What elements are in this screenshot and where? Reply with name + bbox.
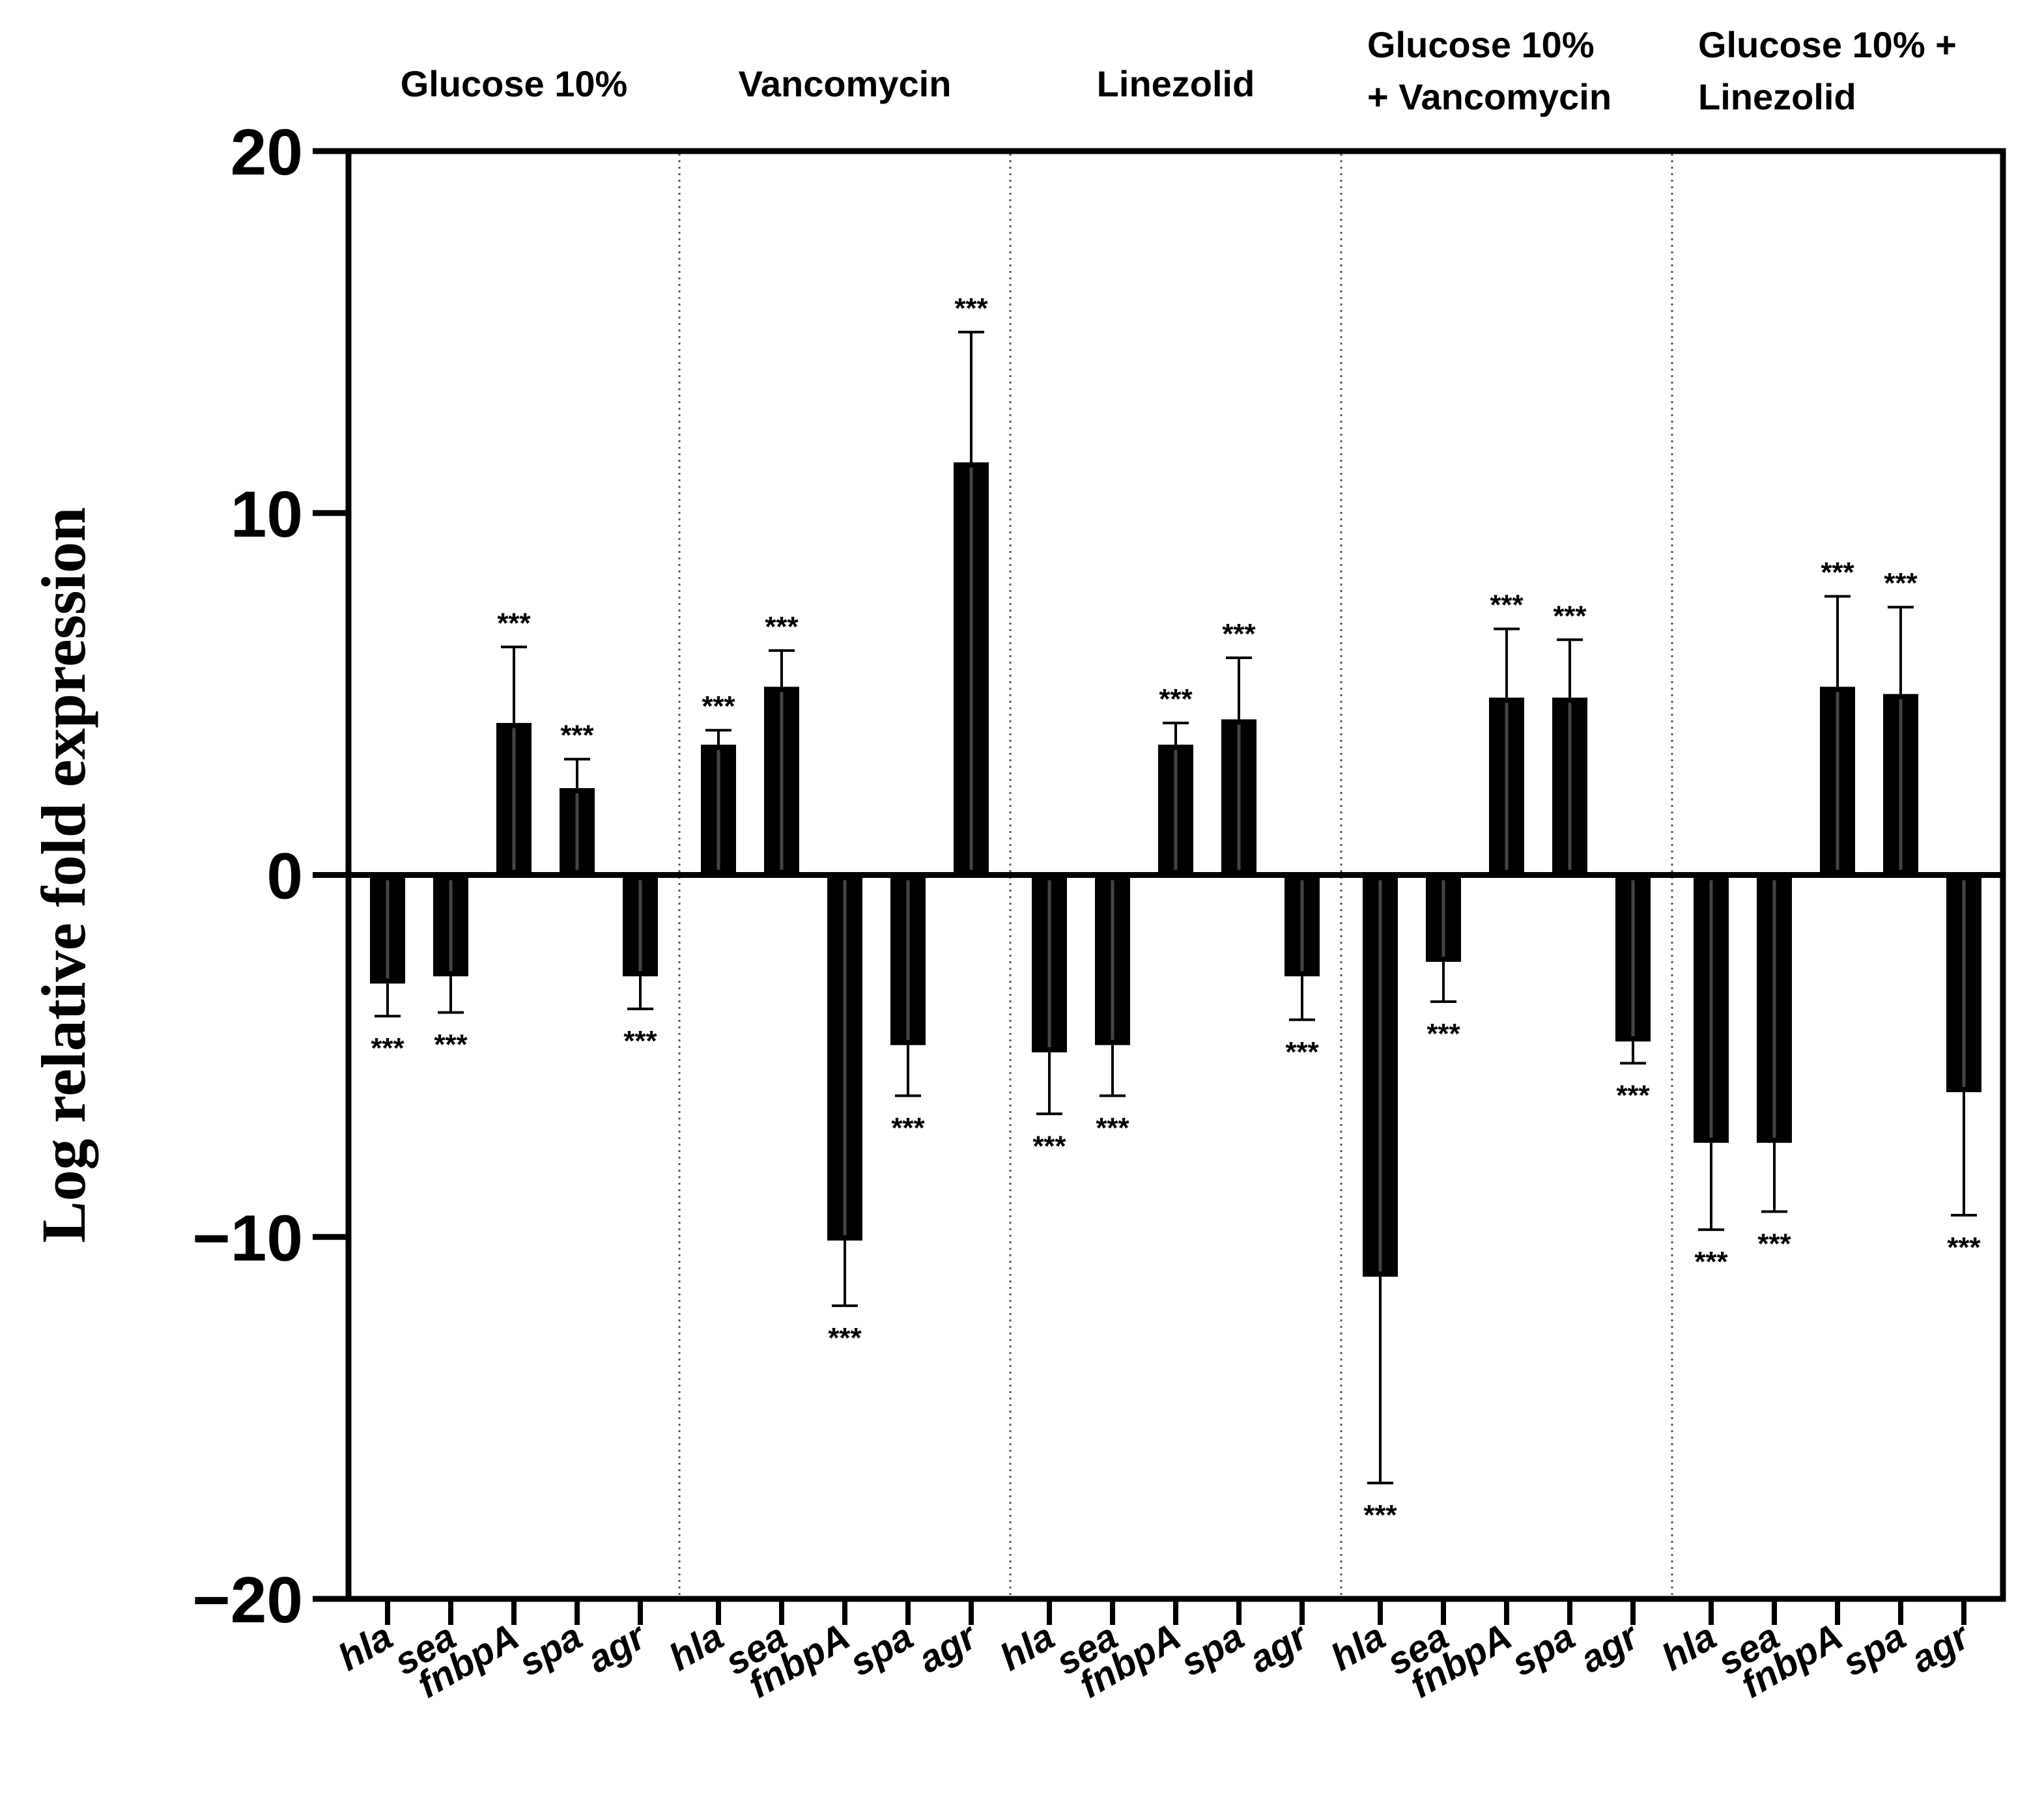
- category-label: spa: [1504, 1615, 1582, 1684]
- significance-label: ***: [765, 611, 799, 643]
- significance-label: ***: [1427, 1018, 1460, 1050]
- category-label: agr: [580, 1614, 655, 1681]
- bars: [370, 330, 1981, 1485]
- significance-label: ***: [623, 1025, 657, 1057]
- significance-label: ***: [891, 1112, 925, 1144]
- y-tick-label: 10: [231, 478, 303, 551]
- significance-label: ***: [1222, 618, 1256, 650]
- significance-label: ***: [1363, 1499, 1397, 1531]
- category-label: agr: [1904, 1614, 1978, 1681]
- significance-label: ***: [1821, 557, 1854, 589]
- group-title: Glucose 10% +: [1698, 24, 1957, 65]
- significance-label: ***: [371, 1032, 405, 1064]
- significance-label: ***: [1159, 683, 1193, 715]
- category-label: spa: [842, 1615, 920, 1684]
- significance-label: ***: [1947, 1232, 1981, 1263]
- significance-label: ***: [1884, 567, 1918, 599]
- group-title: + Vancomycin: [1367, 76, 1611, 117]
- category-label: spa: [511, 1615, 589, 1684]
- significance-label: ***: [954, 292, 988, 324]
- significance-label: ***: [497, 607, 531, 639]
- group-title: Linezolid: [1097, 63, 1255, 104]
- category-label: agr: [1573, 1614, 1647, 1681]
- significance-label: ***: [1694, 1246, 1728, 1278]
- group-title: Vancomycin: [739, 63, 952, 104]
- significance-label: ***: [828, 1322, 862, 1354]
- plot-frame: [313, 148, 2006, 1625]
- significance-label: ***: [1616, 1079, 1650, 1111]
- significance-label: ***: [1490, 589, 1524, 621]
- significance-label: ***: [702, 690, 735, 722]
- category-label: spa: [1835, 1615, 1912, 1684]
- y-tick-label: 0: [266, 840, 303, 913]
- y-axis-label: Log relative fold expression: [29, 507, 98, 1243]
- significance-label: ***: [434, 1029, 468, 1061]
- significance-label: ***: [1757, 1228, 1791, 1260]
- category-label: agr: [1242, 1614, 1316, 1681]
- group-title: Glucose 10%: [1367, 24, 1595, 65]
- significance-label: ***: [1032, 1130, 1066, 1162]
- significance-label: ***: [1096, 1112, 1129, 1144]
- y-tick-label: −20: [192, 1564, 303, 1637]
- significance-label: ***: [1285, 1036, 1319, 1068]
- labels: Log relative fold expression Glucose 10% *…: [29, 24, 1981, 1706]
- category-label: spa: [1173, 1615, 1251, 1684]
- group-title: Linezolid: [1698, 76, 1856, 117]
- significance-label: ***: [560, 720, 594, 752]
- significance-label: ***: [1553, 600, 1587, 632]
- category-label: agr: [911, 1614, 986, 1681]
- y-tick-label: 20: [231, 116, 303, 189]
- group-title: Glucose 10%: [401, 63, 628, 104]
- y-tick-label: −10: [192, 1202, 303, 1275]
